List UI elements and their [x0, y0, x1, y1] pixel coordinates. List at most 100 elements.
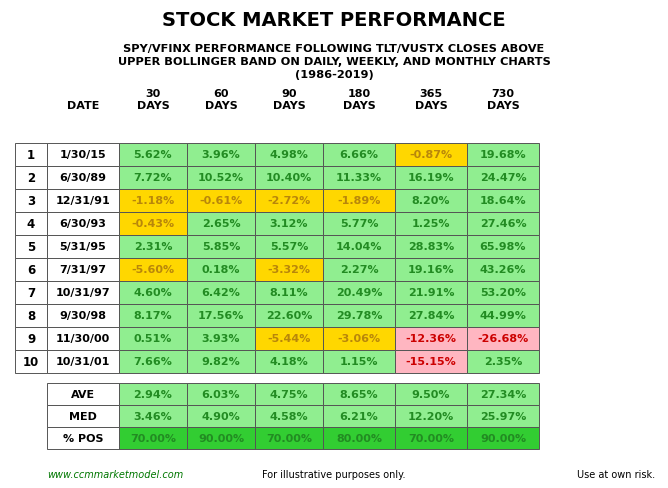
Text: 12.20%: 12.20%: [408, 411, 454, 421]
Text: 19.16%: 19.16%: [407, 265, 454, 275]
Text: 3.46%: 3.46%: [134, 411, 172, 421]
Bar: [255, 383, 323, 405]
Text: 0.51%: 0.51%: [134, 334, 172, 344]
Text: 90: 90: [281, 89, 297, 99]
Text: -2.72%: -2.72%: [267, 196, 311, 206]
Text: 4.90%: 4.90%: [202, 411, 240, 421]
Text: 11.33%: 11.33%: [336, 173, 382, 183]
Bar: [323, 350, 395, 373]
Bar: [395, 327, 467, 350]
Bar: [467, 383, 539, 405]
Text: 70.00%: 70.00%: [266, 433, 312, 443]
Bar: [187, 190, 255, 213]
Bar: [395, 259, 467, 282]
Text: 1.25%: 1.25%: [411, 219, 450, 229]
Text: 70.00%: 70.00%: [130, 433, 176, 443]
Bar: [119, 167, 187, 190]
Text: 8.20%: 8.20%: [411, 196, 450, 206]
Bar: [119, 190, 187, 213]
Text: 18.64%: 18.64%: [480, 196, 526, 206]
Bar: [119, 327, 187, 350]
Bar: [467, 236, 539, 259]
Bar: [47, 167, 119, 190]
Text: 20.49%: 20.49%: [336, 288, 382, 298]
Bar: [187, 143, 255, 167]
Text: 30: 30: [146, 89, 160, 99]
Bar: [47, 213, 119, 236]
Text: 12/31/91: 12/31/91: [55, 196, 110, 206]
Text: 8.17%: 8.17%: [134, 311, 172, 321]
Bar: [467, 143, 539, 167]
Bar: [47, 190, 119, 213]
Text: 10: 10: [23, 355, 39, 368]
Text: 44.99%: 44.99%: [480, 311, 526, 321]
Bar: [119, 236, 187, 259]
Text: 4: 4: [27, 218, 35, 230]
Text: 28.83%: 28.83%: [408, 242, 454, 252]
Bar: [395, 167, 467, 190]
Bar: [255, 305, 323, 327]
Bar: [47, 236, 119, 259]
Bar: [119, 143, 187, 167]
Text: 8: 8: [27, 309, 35, 323]
Bar: [187, 427, 255, 449]
Text: -0.61%: -0.61%: [199, 196, 242, 206]
Text: 19.68%: 19.68%: [480, 150, 526, 160]
Text: 27.34%: 27.34%: [480, 389, 526, 399]
Text: DAYS: DAYS: [343, 101, 375, 111]
Text: 3.12%: 3.12%: [270, 219, 308, 229]
Bar: [395, 405, 467, 427]
Bar: [119, 405, 187, 427]
Text: 5/31/95: 5/31/95: [59, 242, 106, 252]
Text: 7/31/97: 7/31/97: [59, 265, 106, 275]
Text: STOCK MARKET PERFORMANCE: STOCK MARKET PERFORMANCE: [162, 12, 506, 30]
Text: 4.75%: 4.75%: [270, 389, 309, 399]
Text: 5: 5: [27, 241, 35, 253]
Text: 3.96%: 3.96%: [202, 150, 240, 160]
Text: 3.93%: 3.93%: [202, 334, 240, 344]
Bar: [187, 167, 255, 190]
Text: -3.32%: -3.32%: [267, 265, 311, 275]
Text: 1/30/15: 1/30/15: [59, 150, 106, 160]
Text: 9.50%: 9.50%: [411, 389, 450, 399]
Bar: [47, 282, 119, 305]
Text: 90.00%: 90.00%: [198, 433, 244, 443]
Bar: [47, 327, 119, 350]
Text: MED: MED: [69, 411, 97, 421]
Text: 22.60%: 22.60%: [266, 311, 312, 321]
Text: 90.00%: 90.00%: [480, 433, 526, 443]
Text: 60: 60: [213, 89, 228, 99]
Bar: [395, 350, 467, 373]
Bar: [467, 350, 539, 373]
Bar: [255, 213, 323, 236]
Text: 14.04%: 14.04%: [336, 242, 382, 252]
Text: 4.18%: 4.18%: [270, 357, 309, 367]
Text: 2: 2: [27, 172, 35, 184]
Text: 2.35%: 2.35%: [484, 357, 522, 367]
Bar: [15, 236, 47, 259]
Text: -3.06%: -3.06%: [337, 334, 381, 344]
Text: 1.15%: 1.15%: [340, 357, 378, 367]
Text: 17.56%: 17.56%: [198, 311, 244, 321]
Text: 16.19%: 16.19%: [407, 173, 454, 183]
Text: 9/30/98: 9/30/98: [59, 311, 106, 321]
Bar: [15, 350, 47, 373]
Text: 10.52%: 10.52%: [198, 173, 244, 183]
Bar: [255, 427, 323, 449]
Bar: [323, 259, 395, 282]
Bar: [395, 282, 467, 305]
Bar: [323, 190, 395, 213]
Bar: [15, 282, 47, 305]
Text: 730: 730: [492, 89, 514, 99]
Text: 10.40%: 10.40%: [266, 173, 312, 183]
Bar: [47, 427, 119, 449]
Bar: [323, 167, 395, 190]
Text: 21.91%: 21.91%: [407, 288, 454, 298]
Bar: [255, 350, 323, 373]
Bar: [467, 213, 539, 236]
Bar: [255, 259, 323, 282]
Bar: [323, 305, 395, 327]
Bar: [323, 213, 395, 236]
Text: 9: 9: [27, 332, 35, 346]
Text: 3: 3: [27, 195, 35, 207]
